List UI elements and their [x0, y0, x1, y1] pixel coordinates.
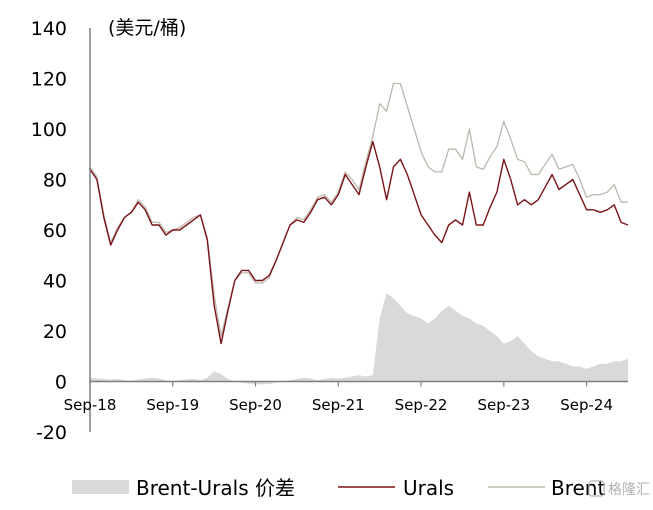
y-tick-label: -20 [36, 422, 67, 444]
legend: Brent-Urals 价差 Urals Brent [72, 476, 605, 500]
x-axis-ticks: Sep-18 Sep-19 Sep-20 Sep-21 Sep-22 Sep-23 Sep-… [64, 381, 613, 414]
y-tick-label: 120 [31, 69, 67, 91]
legend-swatch-spread [72, 480, 129, 494]
series-line-urals [89, 140, 629, 345]
watermark: 格隆汇 [588, 480, 650, 498]
watermark-text: 格隆汇 [608, 482, 650, 498]
plot-area [89, 28, 629, 432]
y-axis-ticks: 140 120 100 80 60 40 20 0 -20 [31, 18, 67, 444]
series-line-brent [89, 82, 628, 337]
x-tick-label: Sep-19 [146, 396, 199, 414]
y-tick-label: 20 [43, 321, 67, 343]
watermark-logo-icon [588, 480, 605, 497]
y-tick-label: 140 [31, 18, 67, 40]
y-tick-label: 60 [43, 220, 67, 242]
x-tick-label: Sep-22 [395, 396, 448, 414]
y-tick-label: 80 [43, 170, 67, 192]
x-tick-label: Sep-23 [477, 396, 530, 414]
x-tick-label: Sep-20 [229, 396, 282, 414]
x-tick-label: Sep-24 [560, 396, 613, 414]
legend-label-urals: Urals [403, 476, 454, 500]
series-area-brent-urals-spread [90, 293, 628, 385]
legend-label-spread: Brent-Urals 价差 [136, 476, 295, 500]
y-tick-label: 40 [43, 271, 67, 293]
y-tick-label: 0 [55, 372, 67, 394]
unit-label: (美元/桶) [108, 17, 186, 39]
y-tick-label: 100 [31, 119, 67, 141]
x-tick-label: Sep-18 [64, 396, 117, 414]
x-tick-label: Sep-21 [312, 396, 365, 414]
